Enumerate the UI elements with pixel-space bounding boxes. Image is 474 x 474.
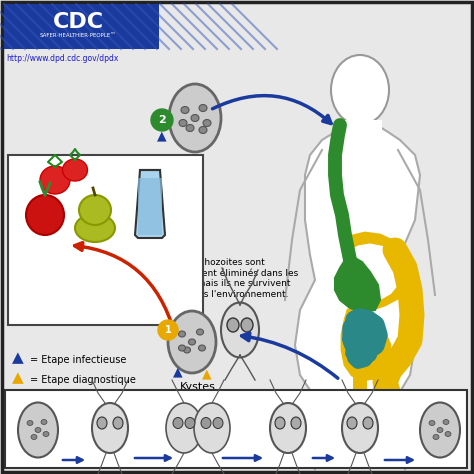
Ellipse shape <box>429 420 435 426</box>
Ellipse shape <box>35 428 41 432</box>
Text: ▲: ▲ <box>12 350 24 365</box>
Polygon shape <box>348 233 408 310</box>
Text: SAFER·HEALTHIER·PEOPLE™: SAFER·HEALTHIER·PEOPLE™ <box>40 33 117 37</box>
Ellipse shape <box>179 345 185 351</box>
Ellipse shape <box>443 419 449 425</box>
Ellipse shape <box>197 329 203 335</box>
Ellipse shape <box>275 417 285 429</box>
Bar <box>5 390 467 468</box>
Text: Les trophozoites sont
également éliminés dans les
selles mais ils ne survivent
p: Les trophozoites sont également éliminés… <box>168 258 298 299</box>
Text: ▲: ▲ <box>173 365 183 379</box>
Ellipse shape <box>347 417 357 429</box>
Bar <box>8 155 203 325</box>
Ellipse shape <box>168 311 216 373</box>
Ellipse shape <box>433 435 439 439</box>
Text: 1: 1 <box>164 325 172 335</box>
Ellipse shape <box>331 55 389 125</box>
Ellipse shape <box>203 119 211 127</box>
Bar <box>138 178 162 235</box>
Circle shape <box>151 109 173 131</box>
Ellipse shape <box>63 159 88 181</box>
Circle shape <box>158 320 178 340</box>
Ellipse shape <box>18 402 58 457</box>
Ellipse shape <box>43 431 49 437</box>
Text: = Etape diagnostique: = Etape diagnostique <box>30 375 136 385</box>
Ellipse shape <box>420 402 460 457</box>
Bar <box>4 4 159 49</box>
Text: 2: 2 <box>158 115 166 125</box>
Ellipse shape <box>79 195 111 225</box>
Ellipse shape <box>92 403 128 453</box>
Ellipse shape <box>241 318 253 332</box>
Ellipse shape <box>191 115 199 121</box>
Text: Kystes: Kystes <box>180 382 216 392</box>
Ellipse shape <box>40 166 70 194</box>
Ellipse shape <box>185 418 195 428</box>
Ellipse shape <box>181 107 189 113</box>
Ellipse shape <box>291 417 301 429</box>
Ellipse shape <box>437 428 443 432</box>
Ellipse shape <box>199 345 206 351</box>
Ellipse shape <box>342 403 378 453</box>
Polygon shape <box>135 170 165 238</box>
Ellipse shape <box>113 417 123 429</box>
Bar <box>338 120 382 142</box>
Ellipse shape <box>194 403 230 453</box>
Text: ▲: ▲ <box>202 367 212 381</box>
Ellipse shape <box>199 127 207 134</box>
Ellipse shape <box>173 418 183 428</box>
Ellipse shape <box>186 125 194 131</box>
Polygon shape <box>335 255 380 312</box>
Ellipse shape <box>363 417 373 429</box>
Ellipse shape <box>189 339 195 345</box>
Ellipse shape <box>270 403 306 453</box>
Polygon shape <box>295 124 420 395</box>
Ellipse shape <box>169 84 221 152</box>
Ellipse shape <box>183 347 191 353</box>
Text: ▲: ▲ <box>12 371 24 385</box>
Ellipse shape <box>166 403 202 453</box>
Ellipse shape <box>27 420 33 426</box>
Text: = Etape infectieuse: = Etape infectieuse <box>30 355 127 365</box>
Ellipse shape <box>26 195 64 235</box>
Text: http://www.dpd.cdc.gov/dpdx: http://www.dpd.cdc.gov/dpdx <box>6 54 118 63</box>
Ellipse shape <box>97 417 107 429</box>
Ellipse shape <box>179 331 185 337</box>
Ellipse shape <box>31 435 37 439</box>
Ellipse shape <box>41 419 47 425</box>
Ellipse shape <box>445 431 451 437</box>
Text: CDC: CDC <box>53 12 103 32</box>
Ellipse shape <box>179 119 187 127</box>
Ellipse shape <box>201 418 211 428</box>
Ellipse shape <box>221 302 259 357</box>
Ellipse shape <box>75 214 115 242</box>
Polygon shape <box>342 310 390 380</box>
Text: ▲: ▲ <box>157 129 167 143</box>
Ellipse shape <box>213 418 223 428</box>
Text: Contamination de l'eau, de la
nourriture et des mains avec
des kystes infestants: Contamination de l'eau, de la nourriture… <box>12 252 156 285</box>
Ellipse shape <box>227 318 239 332</box>
Ellipse shape <box>199 104 207 111</box>
